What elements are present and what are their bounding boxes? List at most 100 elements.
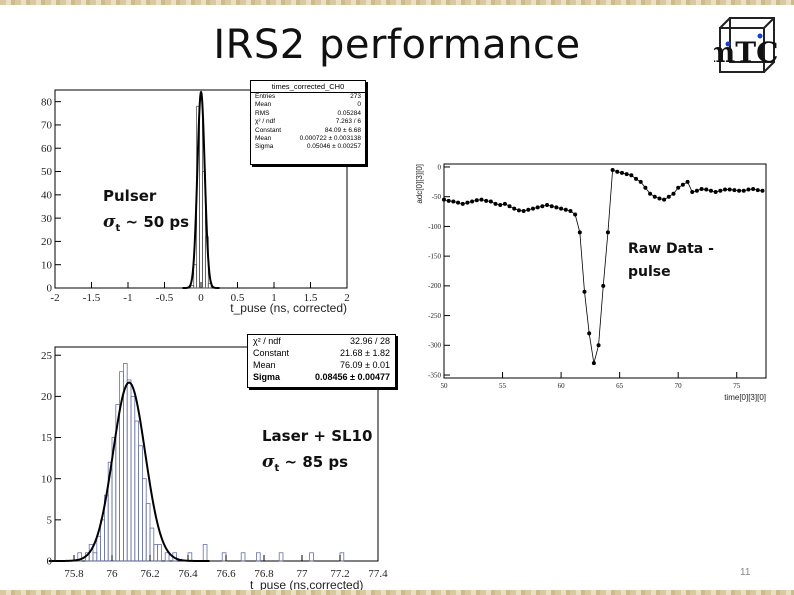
stats-row: Sigma 0.08456 ± 0.00477 (248, 371, 395, 383)
x-tick-label: 70 (675, 382, 683, 390)
stats-row: RMS 0.05284 (251, 110, 365, 118)
stats-row: Sigma 0.05046 ± 0.00257 (251, 143, 365, 151)
plot-frame (443, 163, 767, 379)
y-tick-label: -50 (432, 193, 442, 201)
adc-data-point (746, 187, 751, 192)
histogram-bar (190, 285, 195, 289)
adc-data-point (498, 203, 503, 208)
stats-label: Constant (253, 348, 290, 358)
stats-value: 21.68 ± 1.82 (340, 348, 390, 358)
adc-data-point (549, 204, 554, 209)
stats-row: χ² / ndf 7.263 / 6 (251, 118, 365, 126)
stats-label: Mean (255, 135, 272, 143)
adc-data-point (535, 205, 540, 210)
adc-data-point (685, 179, 690, 184)
adc-data-point (694, 188, 699, 193)
adc-data-point (465, 200, 470, 205)
x-tick-label: 60 (558, 382, 566, 390)
adc-data-point (512, 206, 517, 211)
y-tick-label: -100 (428, 223, 441, 231)
adc-data-point (573, 212, 578, 217)
adc-data-point (680, 182, 685, 187)
y-tick-label: 20 (41, 391, 53, 403)
adc-data-point (699, 186, 704, 191)
y-tick-label: 0 (47, 556, 53, 568)
adc-data-point (568, 208, 573, 213)
x-tick-label: 1 (271, 292, 277, 304)
x-tick-label: 76.8 (254, 568, 274, 580)
stats-label: Sigma (253, 372, 281, 382)
mtc-logo: mTC (714, 17, 778, 73)
stats-value: 0.000722 ± 0.003138 (299, 135, 361, 143)
histogram-bar (96, 535, 102, 562)
y-tick-label: 15 (41, 432, 53, 444)
x-tick-label: 2 (344, 292, 350, 304)
histogram-bar (187, 552, 193, 562)
adc-data-point (516, 208, 521, 213)
stats-row: Mean 0 (251, 101, 365, 109)
logo-cube-edge (763, 61, 775, 73)
x-tick-label: 1.5 (304, 292, 318, 304)
histogram-bar (309, 552, 314, 562)
adc-data-point (488, 199, 493, 204)
adc-data-point (708, 188, 713, 193)
histogram-bar (77, 552, 82, 562)
adc-data-point (456, 200, 461, 205)
raw-data-label: Raw Data - (628, 241, 714, 257)
adc-data-point (676, 185, 681, 190)
histogram-bar (255, 552, 261, 562)
x-tick-label: 76.2 (140, 568, 159, 580)
adc-data-point (601, 283, 606, 288)
stats-label: Sigma (255, 143, 274, 151)
stats-value: 7.263 / 6 (335, 118, 361, 126)
y-tick-label: 5 (47, 515, 53, 527)
pulser-sigma-label: σt ~ 50 ps (103, 212, 190, 234)
adc-data-point (526, 207, 531, 212)
adc-data-point (605, 230, 610, 235)
x-tick-label: 76 (107, 568, 119, 580)
y-tick-label: 40 (41, 189, 53, 201)
adc-data-point (610, 167, 615, 172)
adc-data-point (727, 187, 732, 192)
slide-number: 11 (740, 567, 751, 578)
histogram-bar (221, 552, 227, 562)
logo-star (757, 33, 763, 39)
adc-data-point (554, 205, 559, 210)
y-axis-label: adc[0][3][0] (415, 164, 424, 204)
adc-data-point (591, 361, 596, 366)
stats-label: χ² / ndf (255, 118, 276, 126)
stats-value: 32.96 / 28 (349, 336, 390, 346)
x-tick-label: 75.8 (64, 568, 84, 580)
x-tick-label: -0.5 (156, 292, 174, 304)
y-tick-label: -250 (428, 312, 441, 320)
stats-value: 0 (357, 101, 361, 109)
adc-data-point (615, 169, 620, 174)
pulser-label: Pulser (103, 187, 157, 205)
adc-data-point (530, 206, 535, 211)
adc-data-point (587, 331, 592, 336)
x-tick-label: 65 (616, 382, 624, 390)
logo-cube-back (729, 17, 775, 63)
histogram-bar (240, 552, 246, 562)
histogram-bar (100, 519, 105, 562)
histogram-bar (339, 552, 345, 562)
x-axis-label: t_puse (ns,corrected) (250, 578, 363, 592)
raw-data-label-line2: pulse (628, 264, 671, 280)
logo-text: mTC (714, 36, 778, 69)
stats-box-title: times_corrected_CH0 (251, 81, 365, 93)
histogram-bar (126, 379, 132, 562)
x-tick-label: 55 (499, 382, 507, 390)
plot-frame (54, 346, 379, 562)
x-tick-label: -1 (123, 292, 132, 304)
logo-cube-edge (719, 17, 731, 29)
adc-data-point (540, 204, 545, 209)
adc-data-point (662, 197, 667, 202)
adc-data-point (624, 172, 629, 177)
x-tick-label: 76.6 (216, 568, 236, 580)
x-tick-label: 77.2 (330, 568, 349, 580)
x-tick-label: -1.5 (83, 292, 101, 304)
adc-data-point (643, 185, 648, 190)
stats-value: 0.05284 (337, 109, 362, 117)
y-tick-label: 30 (41, 213, 53, 225)
x-tick-label: 77 (297, 568, 309, 580)
